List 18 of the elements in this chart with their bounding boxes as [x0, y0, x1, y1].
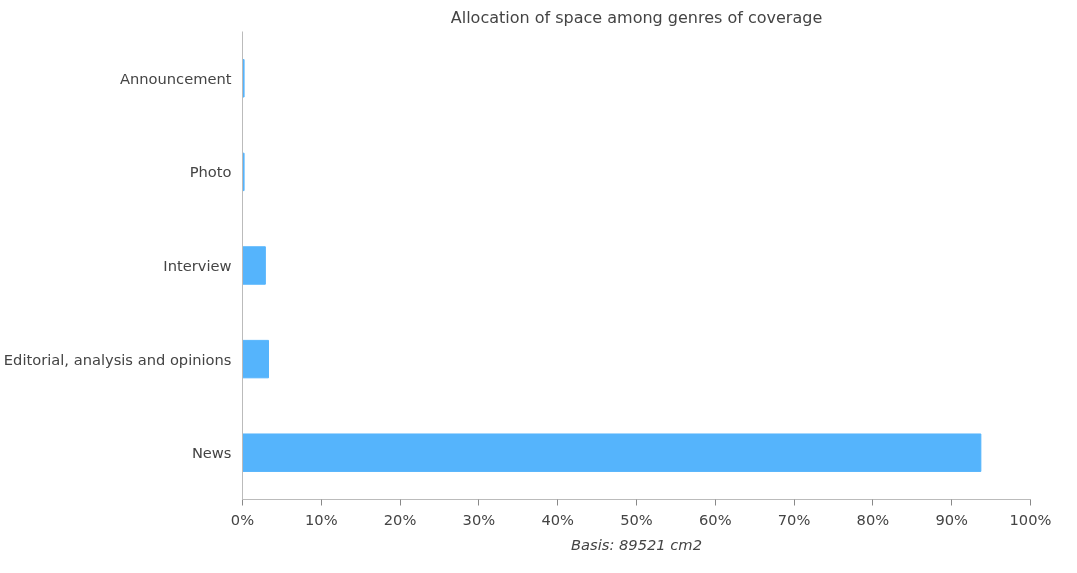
- x-tick-label: 30%: [462, 510, 496, 528]
- x-tick-label: 80%: [856, 510, 890, 528]
- x-tick-label: 100%: [1009, 510, 1052, 528]
- x-tick-label: 40%: [541, 510, 575, 528]
- x-tick-label: 50%: [620, 510, 653, 528]
- x-tick-label: 70%: [777, 510, 811, 528]
- chart-title: Allocation of space among genres of coverage: [450, 7, 823, 27]
- y-tick-label: Interview: [163, 257, 232, 274]
- y-tick-label: Editorial, analysis and opinions: [3, 350, 232, 368]
- x-tick-label: 20%: [383, 510, 417, 528]
- y-tick-label: News: [191, 444, 232, 462]
- x-tick-label: 60%: [699, 510, 732, 528]
- x-tick-label: 0%: [230, 510, 255, 528]
- x-tick-label: 90%: [935, 510, 969, 528]
- y-tick-label: Announcement: [119, 69, 232, 87]
- x-tick-label: 10%: [305, 510, 338, 528]
- y-tick-label: Photo: [189, 163, 232, 181]
- x-axis-title: Basis: 89521 cm2: [571, 535, 702, 553]
